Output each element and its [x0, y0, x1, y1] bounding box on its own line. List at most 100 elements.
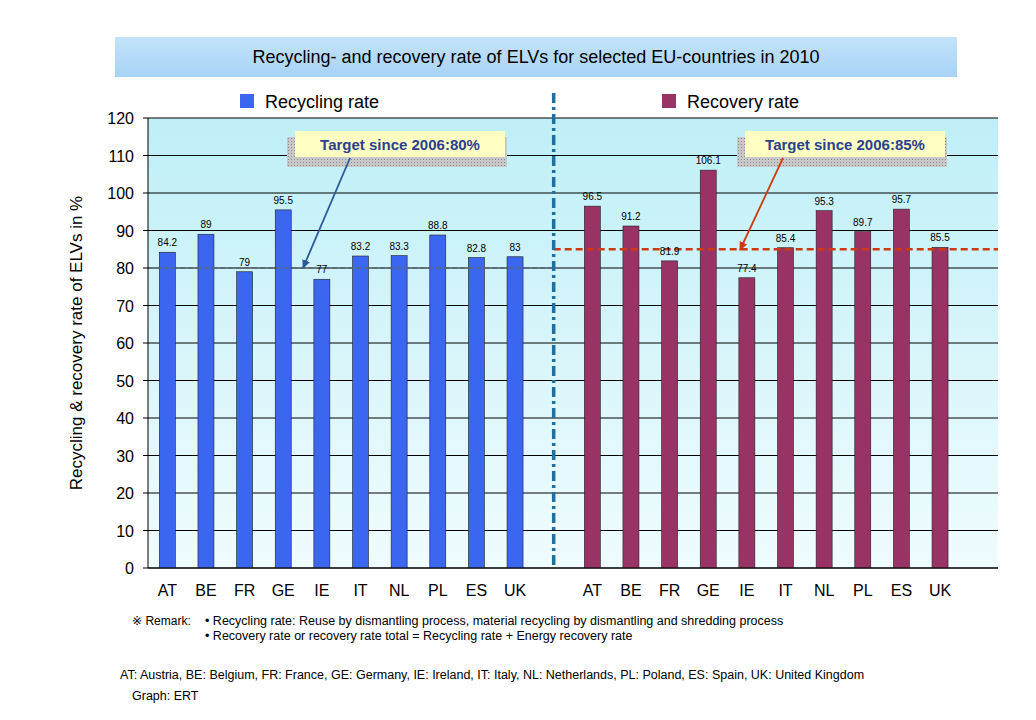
legend-label: Recycling rate [265, 92, 379, 112]
bar [739, 278, 755, 568]
y-tick-label: 90 [116, 223, 134, 240]
x-tick-label: IE [739, 582, 754, 599]
y-tick-label: 50 [116, 373, 134, 390]
data-label: 82.8 [467, 243, 487, 254]
y-tick-label: 120 [107, 110, 134, 127]
x-tick-label: BE [195, 582, 216, 599]
x-tick-label: NL [814, 582, 835, 599]
bar [662, 261, 678, 568]
tick-mark [143, 418, 148, 419]
chart: Recycling- and recovery rate of ELVs for… [0, 0, 1036, 720]
y-tick-label: 10 [116, 523, 134, 540]
bar [855, 232, 871, 568]
bar [275, 210, 291, 568]
bar [932, 247, 948, 568]
x-tick-label: FR [659, 582, 680, 599]
bar [353, 256, 369, 568]
tick-mark [143, 305, 148, 306]
plot-area [148, 118, 998, 568]
y-tick-label: 30 [116, 448, 134, 465]
y-tick-label: 80 [116, 260, 134, 277]
tick-mark [143, 455, 148, 456]
data-label: 95.3 [814, 196, 834, 207]
bar [778, 248, 794, 568]
tick-mark [143, 493, 148, 494]
tick-mark [143, 155, 148, 156]
tick-mark [143, 230, 148, 231]
footer-text: AT: Austria, BE: Belgium, FR: France, GE… [120, 668, 864, 682]
data-label: 81.9 [660, 246, 680, 257]
x-tick-label: BE [620, 582, 641, 599]
x-tick-label: UK [929, 582, 952, 599]
bar [893, 209, 909, 568]
bar [700, 170, 716, 568]
x-tick-label: AT [583, 582, 602, 599]
annotation-box [745, 131, 945, 157]
data-label: 88.8 [428, 220, 448, 231]
tick-mark [143, 118, 148, 119]
x-tick-label: ES [466, 582, 487, 599]
data-label: 91.2 [621, 211, 641, 222]
footer-text: Graph: ERT [132, 689, 199, 703]
tick-mark [143, 530, 148, 531]
data-label: 89 [200, 219, 212, 230]
bar [159, 252, 175, 568]
tick-mark [143, 568, 148, 569]
x-tick-label: IT [353, 582, 367, 599]
y-tick-label: 40 [116, 410, 134, 427]
data-label: 77 [316, 264, 328, 275]
bar [237, 272, 253, 568]
y-tick-label: 70 [116, 298, 134, 315]
data-label: 96.5 [583, 191, 603, 202]
y-axis [148, 118, 149, 568]
annotation-box [295, 131, 505, 157]
tick-mark [143, 193, 148, 194]
x-tick-label: IE [314, 582, 329, 599]
legend-swatch [662, 94, 676, 108]
grid-line [148, 193, 998, 194]
y-tick-label: 100 [107, 185, 134, 202]
target-line [554, 248, 998, 251]
tick-mark [143, 268, 148, 269]
legend-label: Recovery rate [687, 92, 799, 112]
bar [391, 256, 407, 568]
annotation-shadow [737, 137, 947, 167]
x-tick-label: FR [234, 582, 255, 599]
grid-line [148, 568, 998, 569]
x-tick-label: ES [891, 582, 912, 599]
data-label: 79 [239, 257, 251, 268]
y-axis-label: Recycling & recovery rate of ELVs in % [67, 196, 86, 490]
bar [314, 279, 330, 568]
x-tick-label: PL [428, 582, 448, 599]
note: • Recovery rate or recovery rate total =… [205, 629, 633, 643]
y-tick-label: 20 [116, 485, 134, 502]
data-label: 83.3 [389, 241, 409, 252]
y-tick-label: 110 [108, 148, 134, 165]
x-axis [148, 568, 998, 569]
data-label: 83 [509, 242, 521, 253]
bar [430, 235, 446, 568]
target-line [148, 267, 554, 269]
annotation-arrow [303, 158, 350, 268]
bar [584, 206, 600, 568]
bar [468, 258, 484, 569]
legend-swatch [240, 94, 254, 108]
data-label: 85.4 [776, 233, 796, 244]
annotation-text: Target since 2006:80% [320, 136, 480, 153]
y-tick-label: 0 [125, 560, 134, 577]
annotation-shadow [287, 137, 507, 167]
data-label: 85.5 [930, 232, 950, 243]
title: Recycling- and recovery rate of ELVs for… [253, 47, 820, 67]
x-tick-label: PL [853, 582, 873, 599]
data-label: 84.2 [158, 237, 178, 248]
tick-mark [143, 380, 148, 381]
data-label: 77.4 [737, 263, 757, 274]
data-label: 83.2 [351, 241, 371, 252]
x-tick-label: NL [389, 582, 410, 599]
x-tick-label: GE [697, 582, 720, 599]
grid-line [148, 118, 998, 119]
annotation-text: Target since 2006:85% [765, 136, 925, 153]
data-label: 95.5 [273, 195, 293, 206]
title-box [115, 37, 957, 77]
tick-mark [143, 343, 148, 344]
